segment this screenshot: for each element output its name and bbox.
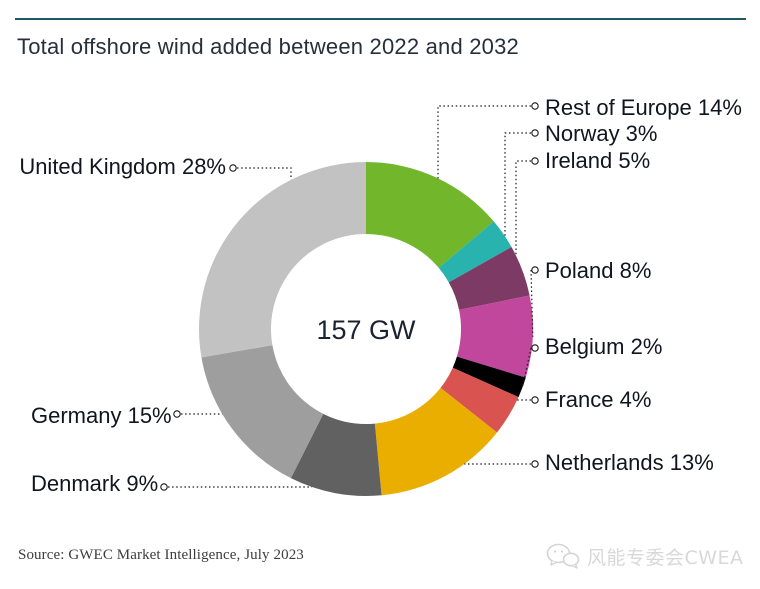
leader-line-belgium [521,347,532,388]
slice-norway [438,221,512,283]
leader-line-poland [530,269,534,337]
slice-denmark [290,413,382,497]
leader-dot-rest-of-europe [531,102,539,110]
page-title: Total offshore wind added between 2022 a… [17,34,519,59]
donut-center-label: 157 GW [316,315,416,345]
leader-line-united-kingdom [237,167,292,180]
slice-label-rest-of-europe: Rest of Europe 14% [545,95,742,120]
leader-dot-belgium [531,344,539,352]
slice-label-germany: Germany 15% [31,403,172,428]
source-note: Source: GWEC Market Intelligence, July 2… [18,547,304,563]
leader-dot-netherlands [531,460,539,468]
leader-dot-germany [173,410,181,418]
watermark-text: 风能专委会CWEA [587,546,744,569]
slice-label-poland: Poland 8% [545,258,652,283]
slice-rest-of-europe [366,162,494,268]
slice-label-belgium: Belgium 2% [545,334,663,359]
wechat-icon [546,543,580,569]
leader-dot-poland [531,266,539,274]
leader-dot-norway [531,129,539,137]
leader-dot-ireland [531,157,539,165]
slice-france [440,367,519,433]
leader-dot-denmark [160,483,168,491]
slice-ireland [448,247,530,310]
slice-label-norway: Norway 3% [545,121,658,146]
slice-belgium [452,356,526,398]
title-rule [15,18,746,20]
leader-dot-united-kingdom [229,164,237,172]
slice-united-kingdom [199,162,366,358]
leader-line-ireland [515,160,531,256]
leader-line-norway [504,132,531,237]
slice-label-ireland: Ireland 5% [545,148,651,173]
slice-netherlands [374,387,498,496]
slice-label-netherlands: Netherlands 13% [545,450,714,475]
slice-label-france: France 4% [545,387,652,412]
slice-germany [201,345,324,479]
watermark: 风能专委会CWEA [546,541,744,571]
leader-line-rest-of-europe [437,105,531,179]
leader-dot-france [531,396,539,404]
slice-poland [456,295,533,378]
slice-label-denmark: Denmark 9% [31,471,159,496]
slice-label-united-kingdom: United Kingdom 28% [19,154,226,179]
